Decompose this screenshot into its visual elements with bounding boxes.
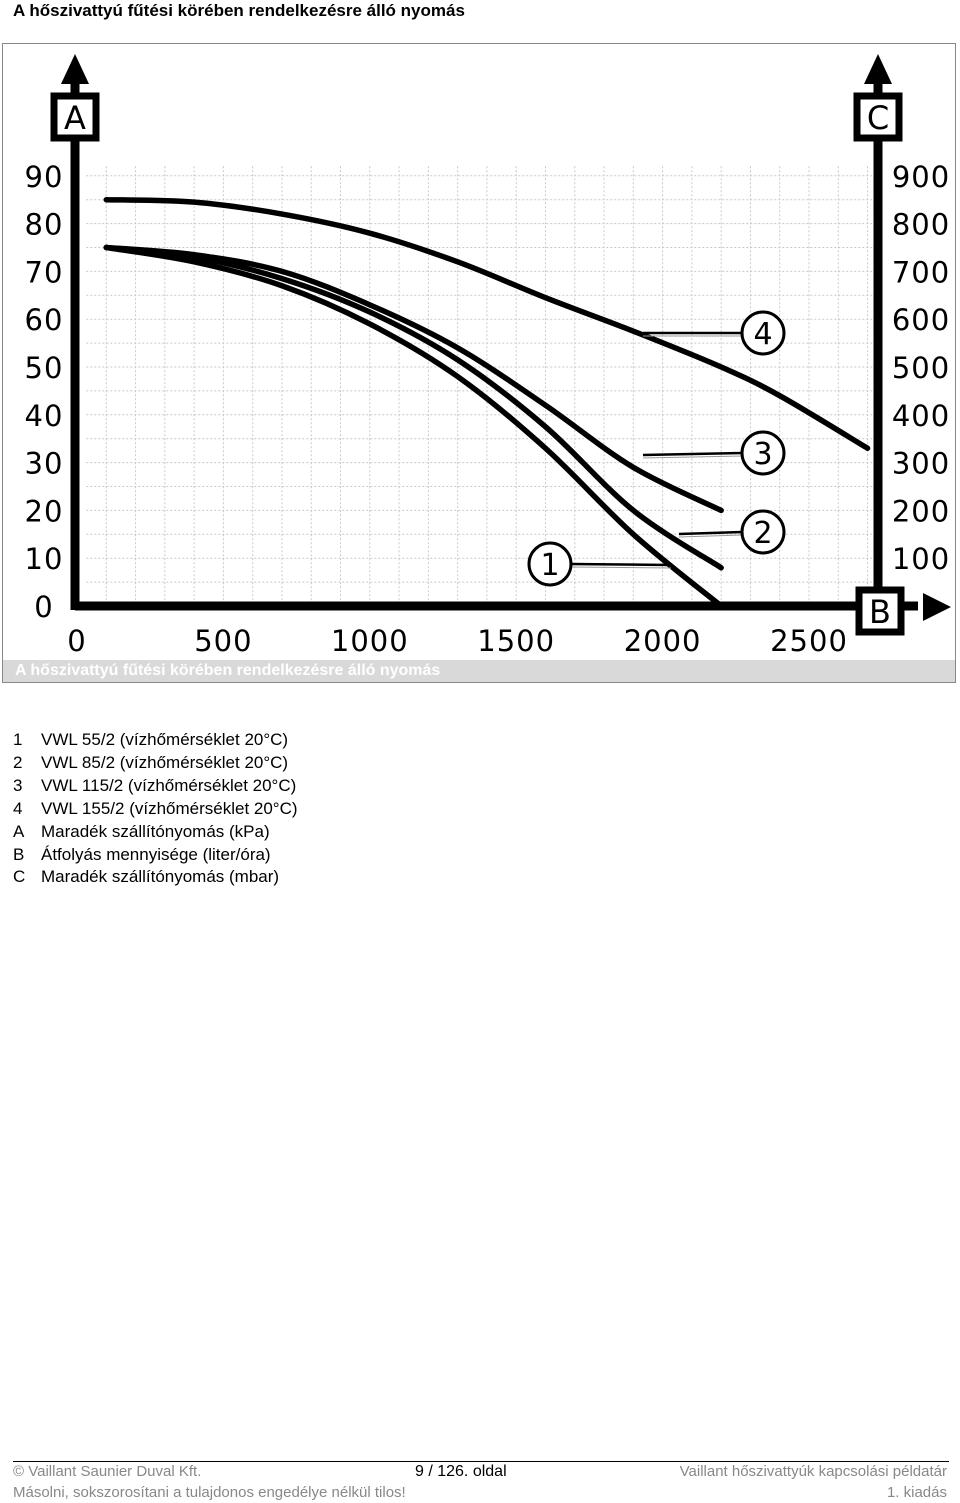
x-tick-label: 0 (67, 624, 86, 658)
legend-item-1: 1 VWL 55/2 (vízhőmérséklet 20°C) (13, 729, 298, 752)
x-tick-label: 1000 (331, 624, 409, 658)
axis-marker-b-box (855, 586, 905, 636)
series-4-line (103, 196, 871, 452)
pressure-flow-chart: A CB0102030405060708090100200300400500600… (25, 54, 951, 658)
y-left-tick-label: 10 (25, 542, 64, 576)
legend-key: 3 (13, 775, 23, 795)
legend-key: 2 (13, 752, 23, 772)
legend-item-a: A Maradék szállítónyomás (kPa) (13, 821, 298, 844)
pump-curve-figure: A C B 0 10 20 30 40 50 60 70 80 90 100 200 300 400 500 600… (2, 43, 956, 683)
callout-2: 2 (678, 509, 786, 555)
callout-leader-shadow (678, 534, 743, 538)
y-left-tick-label: 50 (25, 351, 64, 385)
y-left-axis-arrow (61, 54, 89, 84)
legend-key: 4 (13, 798, 23, 818)
footer-doc-title: Vaillant hőszivattyúk kapcsolási példatá… (679, 1463, 947, 1480)
callout-label: 1 (540, 548, 559, 583)
callout-label: 2 (753, 516, 772, 551)
x-tick-label: 2000 (624, 624, 702, 658)
callout-circle (740, 310, 786, 356)
legend-key: 1 (13, 730, 23, 749)
legend-text: Átfolyás mennyisége (liter/óra) (41, 844, 271, 864)
callout-leader-shadow (642, 455, 743, 459)
legend-text: VWL 85/2 (vízhőmérséklet 20°C) (41, 752, 289, 772)
callout-leader-line (570, 562, 672, 567)
callout-circle (740, 509, 786, 555)
y-left-tick-label: 60 (25, 303, 64, 337)
series-2-line (103, 244, 724, 571)
legend-item-b: B Átfolyás mennyisége (liter/óra) (13, 844, 298, 867)
y-left-tick-label: 80 (25, 208, 64, 242)
callout-leader-line (678, 530, 743, 536)
y-left-tick-label: 0 (34, 590, 53, 624)
legend-key: C (13, 867, 26, 887)
y-right-tick-label: 300 (892, 447, 950, 481)
footer-page-number: 9 / 126. oldal (415, 1463, 507, 1480)
callout-leader-shadow (570, 566, 672, 569)
y-right-tick-label: 600 (892, 303, 950, 337)
callout-circle (740, 430, 786, 476)
legend-item-3: 3 VWL 115/2 (vízhőmérséklet 20°C) (13, 775, 298, 798)
page-title: A hőszivattyú fűtési körében rendelkezés… (13, 1, 465, 20)
y-left-tick-label: 30 (25, 447, 64, 481)
axis-marker-c-label: C (867, 99, 889, 137)
y-left-tick-label: 20 (25, 494, 64, 528)
callout-circle (527, 541, 573, 587)
legend-key: A (13, 821, 25, 841)
y-right-tick-label: 400 (892, 399, 950, 433)
footer-edition: 1. kiadás (886, 1484, 947, 1501)
axis-marker-b-label: B (869, 593, 891, 631)
legend-text: VWL 115/2 (vízhőmérséklet 20°C) (41, 775, 297, 795)
legend: 1 VWL 55/2 (vízhőmérséklet 20°C) 2 VWL 8… (13, 729, 298, 889)
legend-item-4: 4 VWL 155/2 (vízhőmérséklet 20°C) (13, 798, 298, 821)
axis-marker-a-box (50, 92, 100, 142)
legend-text: Maradék szállítónyomás (mbar) (41, 867, 280, 887)
callout-label: 3 (753, 437, 772, 472)
x-axis-arrow (923, 593, 951, 621)
series-1-line (103, 244, 724, 609)
callout-1: 1 (527, 541, 672, 587)
callout-leader-line (642, 451, 743, 457)
y-right-axis-arrow (864, 54, 892, 84)
y-left-tick-label: 70 (25, 255, 64, 289)
y-right-tick-label: 500 (892, 351, 950, 385)
y-right-tick-label: 700 (892, 255, 950, 289)
y-left-tick-label: 40 (25, 399, 64, 433)
y-right-tick-label: 100 (892, 542, 950, 576)
legend-text: VWL 55/2 (vízhőmérséklet 20°C) (41, 730, 289, 749)
x-tick-label: 500 (194, 624, 252, 658)
x-tick-label: 1500 (477, 624, 555, 658)
callout-4: 4 (643, 310, 786, 356)
y-right-tick-label: 800 (892, 208, 950, 242)
footer-divider (13, 1461, 949, 1462)
x-tick-label: 2500 (770, 624, 848, 658)
footer-copy-notice: Másolni, sokszorosítani a tulajdonos eng… (13, 1484, 406, 1501)
axis-marker-a-label: A (64, 99, 86, 137)
footer-copyright: © Vaillant Saunier Duval Kft. (13, 1463, 202, 1480)
series-3-line (103, 244, 724, 514)
grid-lines (86, 166, 883, 606)
y-right-tick-label: 900 (892, 160, 950, 194)
legend-item-2: 2 VWL 85/2 (vízhőmérséklet 20°C) (13, 752, 298, 775)
callout-3: 3 (642, 430, 786, 476)
legend-text: VWL 155/2 (vízhőmérséklet 20°C) (41, 798, 298, 818)
axis-marker-c-box (853, 92, 903, 142)
callout-label: 4 (753, 317, 772, 352)
y-left-tick-label: 90 (25, 160, 64, 194)
figure-caption: A hőszivattyú fűtési körében rendelkezés… (3, 660, 955, 682)
y-right-tick-label: 200 (892, 494, 950, 528)
legend-item-c: C Maradék szállítónyomás (mbar) (13, 866, 298, 889)
legend-text: Maradék szállítónyomás (kPa) (41, 821, 270, 841)
legend-key: B (13, 844, 25, 864)
